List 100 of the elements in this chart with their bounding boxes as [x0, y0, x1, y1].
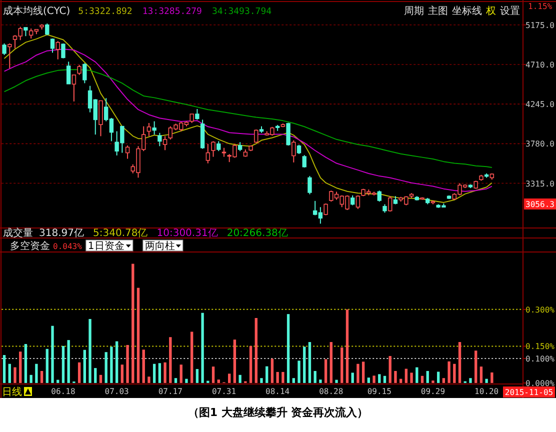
bar — [136, 288, 140, 383]
bar — [298, 360, 300, 383]
bar — [308, 342, 312, 383]
y-tick-label: 0.150% — [526, 342, 555, 352]
bar — [88, 318, 92, 383]
candlestick — [82, 62, 87, 84]
text: 成交量 — [3, 227, 33, 239]
bar — [94, 368, 97, 383]
candlestick — [125, 144, 130, 160]
bar — [282, 372, 284, 383]
candlestick — [350, 194, 355, 206]
annotation: 权 — [485, 5, 496, 17]
bar — [346, 309, 349, 383]
bar — [35, 364, 38, 383]
x-tick-label: 09.29 — [420, 387, 446, 396]
line-series — [4, 34, 492, 203]
bar — [174, 378, 178, 383]
annotation: 坐标线 — [452, 5, 482, 17]
bar — [110, 346, 113, 383]
candlestick — [162, 136, 168, 151]
candlestick — [308, 175, 312, 195]
bar — [319, 380, 322, 383]
bar — [340, 347, 344, 383]
bar — [453, 364, 456, 383]
bar — [217, 380, 220, 383]
candlestick — [195, 108, 200, 120]
candlestick — [66, 61, 71, 84]
candlestick — [152, 120, 156, 136]
annotation: 318.97亿 — [39, 228, 84, 239]
bar — [196, 369, 199, 383]
bar — [212, 366, 215, 383]
candlestick — [388, 196, 392, 212]
bar — [485, 378, 488, 383]
y-tick-label: 0.100% — [526, 354, 555, 364]
text: 3056.3 — [526, 200, 555, 209]
candlestick — [98, 100, 103, 137]
bar — [62, 346, 65, 383]
bar — [330, 342, 332, 383]
bar — [458, 342, 462, 383]
y-tick-label: 3780.0 — [526, 140, 555, 149]
bar — [351, 372, 354, 383]
annotation: 20:266.38亿 — [226, 228, 288, 239]
candlestick — [254, 129, 258, 144]
bar — [164, 362, 166, 383]
bar — [180, 364, 182, 383]
candlestick — [296, 144, 302, 154]
text: 1日资金 — [88, 240, 124, 252]
bar — [324, 359, 328, 383]
bar — [260, 378, 263, 383]
bar — [78, 362, 81, 383]
text: 13:3285.279 — [142, 7, 202, 17]
bar — [158, 363, 162, 383]
x-tick-label: 07.17 — [158, 387, 183, 396]
candlestick — [292, 140, 296, 163]
candlestick — [72, 74, 76, 102]
y-tick-label: 5175.0 — [526, 20, 555, 30]
annotation: 周期 — [404, 5, 424, 17]
bar — [378, 374, 381, 383]
bar — [185, 378, 188, 383]
bar — [148, 376, 150, 383]
candlestick — [45, 23, 50, 36]
text: （图1 大盘继续攀升 资金再次流入） — [188, 406, 368, 419]
candlestick — [286, 122, 290, 146]
text: 0.043% — [53, 242, 82, 251]
y-tick-label: 0.000% — [526, 379, 555, 388]
candlestick — [211, 140, 216, 158]
candlestick — [302, 154, 306, 168]
text: 34:3493.794 — [212, 7, 272, 17]
candlestick — [56, 40, 60, 60]
candlestick — [158, 132, 162, 147]
x-tick-label: 06.18 — [51, 387, 76, 396]
candlestick — [61, 42, 66, 59]
annotation: 5:340.78亿 — [93, 228, 148, 239]
bar — [152, 364, 156, 383]
x-tick-label: 08.14 — [266, 387, 290, 396]
x-tick-label: 09.15 — [367, 387, 392, 396]
bar — [169, 337, 172, 383]
candlestick — [200, 119, 205, 150]
bar — [410, 372, 413, 383]
bar — [14, 367, 16, 383]
bar — [228, 374, 231, 383]
candlestick — [50, 38, 55, 54]
candlestick — [8, 42, 12, 69]
bar — [254, 318, 258, 383]
bar — [442, 378, 446, 383]
annotation: 主图 — [428, 5, 448, 17]
bar — [335, 380, 338, 383]
bar — [238, 374, 242, 383]
x-tick-label: 10.20 — [474, 387, 499, 396]
candlestick — [77, 64, 82, 76]
text: 日线 — [2, 386, 22, 398]
bar — [142, 350, 145, 383]
bar — [394, 370, 397, 383]
bar — [426, 370, 429, 383]
bar — [420, 376, 424, 383]
chart-title: 多空资金 — [10, 240, 50, 252]
bar — [126, 344, 129, 383]
bar — [99, 374, 102, 383]
bar — [46, 348, 48, 383]
x-tick-label: 07.31 — [212, 387, 236, 396]
